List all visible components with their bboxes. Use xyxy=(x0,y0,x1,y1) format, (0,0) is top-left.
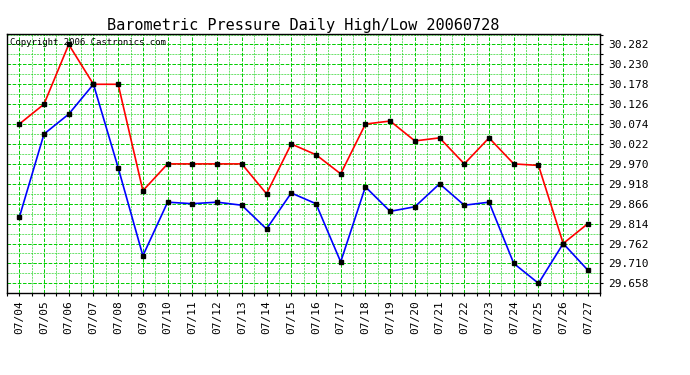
Title: Barometric Pressure Daily High/Low 20060728: Barometric Pressure Daily High/Low 20060… xyxy=(108,18,500,33)
Text: Copyright 2006 Castronics.com: Copyright 2006 Castronics.com xyxy=(10,38,166,46)
